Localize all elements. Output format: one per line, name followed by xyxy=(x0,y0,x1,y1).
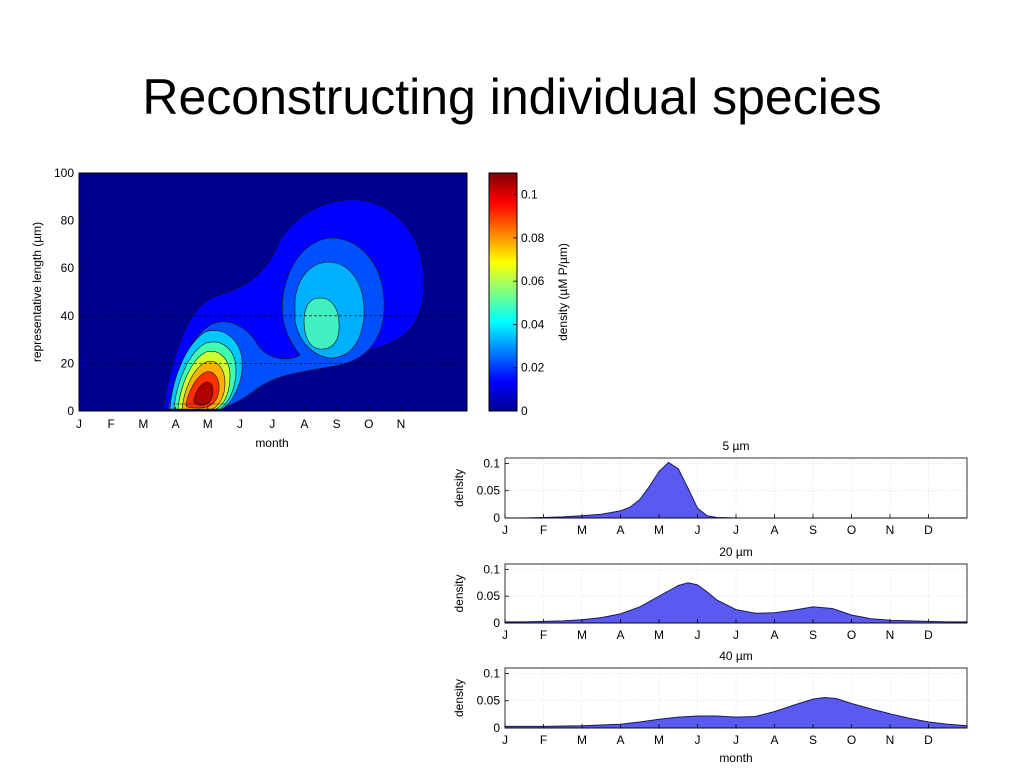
panel-y-tick-label: 0.05 xyxy=(477,589,501,603)
panel-x-tick-label: A xyxy=(770,733,778,747)
colorbar-ticks: 0 0.02 0.04 0.06 0.08 0.1 xyxy=(513,188,545,418)
panel-x-tick-label: D xyxy=(924,628,933,642)
panel-x-tick-label: A xyxy=(770,523,778,537)
panel-x-tick-label: A xyxy=(770,628,778,642)
panel-y-tick-label: 0 xyxy=(493,511,500,525)
heatmap-x-tick-label: J xyxy=(237,417,243,431)
panel-x-tick-label: M xyxy=(654,628,664,642)
heatmap-axes: J F M A M J J A S O N 0 20 40 60 80 100 xyxy=(54,166,467,431)
heatmap-x-tick-label: M xyxy=(138,417,148,431)
panel-x-tick-label: J xyxy=(502,523,508,537)
heatmap-y-tick-label: 80 xyxy=(61,214,75,228)
panel-y-tick-label: 0.05 xyxy=(477,694,501,708)
heatmap-chart: J F M A M J J A S O N 0 20 40 60 80 100 month representa… xyxy=(30,166,468,450)
panel-x-tick-label: S xyxy=(809,628,817,642)
panel-x-tick-label: M xyxy=(577,523,587,537)
panel-x-tick-label: J xyxy=(733,523,739,537)
panel-y-axis-label: density xyxy=(452,574,466,612)
panel-title: 5 µm xyxy=(723,439,750,453)
colorbar-tick-label: 0.04 xyxy=(521,317,545,331)
panel-x-tick-label: A xyxy=(616,523,624,537)
contour-level-4 xyxy=(303,297,340,350)
heatmap-x-tick-label: F xyxy=(108,417,115,431)
heatmap-y-tick-label: 0 xyxy=(67,404,74,418)
panel-x-tick-label: M xyxy=(654,523,664,537)
panel-y-axis-label: density xyxy=(452,679,466,717)
panel-x-tick-label: N xyxy=(886,628,895,642)
panel-y-tick-label: 0.1 xyxy=(483,456,500,470)
colorbar-tick-label: 0.1 xyxy=(521,188,538,202)
panel-y-tick-label: 0 xyxy=(493,616,500,630)
panel-x-tick-label: J xyxy=(695,628,701,642)
heatmap-y-tick-label: 20 xyxy=(61,356,75,370)
density-panel-5um: 0 0.05 0.1 J F M A M J J A S O N D 5 µm density xyxy=(452,439,968,537)
panel-x-tick-label: O xyxy=(847,628,856,642)
colorbar-tick-label: 0 xyxy=(521,404,528,418)
panel-x-tick-label: N xyxy=(886,733,895,747)
heatmap-x-tick-label: J xyxy=(76,417,82,431)
density-area xyxy=(504,582,968,624)
panel-x-tick-label: A xyxy=(616,733,624,747)
colorbar-tick-label: 0.06 xyxy=(521,274,545,288)
panel-y-tick-label: 0.1 xyxy=(483,562,500,576)
panel-x-tick-label: S xyxy=(809,733,817,747)
heatmap-x-tick-label: M xyxy=(203,417,213,431)
panel-x-tick-label: F xyxy=(540,628,547,642)
density-area xyxy=(504,697,968,729)
heatmap-contours xyxy=(162,199,425,410)
panel-x-tick-label: D xyxy=(924,733,933,747)
panel-x-tick-label: A xyxy=(616,628,624,642)
heatmap-x-tick-label: S xyxy=(333,417,341,431)
heatmap-y-axis-label: representative length (µm) xyxy=(30,222,44,362)
panel-x-tick-label: J xyxy=(695,523,701,537)
panel-x-tick-label: J xyxy=(502,628,508,642)
panel-x-tick-label: J xyxy=(733,628,739,642)
heatmap-x-tick-label: A xyxy=(300,417,308,431)
panel-x-tick-label: J xyxy=(502,733,508,747)
panel-x-tick-label: J xyxy=(733,733,739,747)
heatmap-x-tick-label: J xyxy=(269,417,275,431)
colorbar: 0 0.02 0.04 0.06 0.08 0.1 density (µM P/µm) xyxy=(488,172,570,418)
panel-x-tick-label: M xyxy=(577,733,587,747)
panel-x-tick-label: F xyxy=(540,733,547,747)
panel-x-tick-label: O xyxy=(847,523,856,537)
panel-x-tick-label: M xyxy=(654,733,664,747)
panel-y-tick-label: 0.1 xyxy=(483,666,500,680)
panel-x-tick-label: N xyxy=(886,523,895,537)
panel-title: 40 µm xyxy=(719,649,753,663)
colorbar-label: density (µM P/µm) xyxy=(556,243,570,341)
density-panel-40um: 0 0.05 0.1 J F M A M J J A S O N D 40 µm density month xyxy=(452,649,968,765)
panel-y-axis-label: density xyxy=(452,469,466,507)
heatmap-x-tick-label: N xyxy=(397,417,406,431)
panel-x-axis-label: month xyxy=(719,751,752,765)
heatmap-x-tick-label: O xyxy=(364,417,373,431)
heatmap-x-tick-label: A xyxy=(172,417,180,431)
heatmap-y-tick-label: 100 xyxy=(54,166,74,180)
panel-x-tick-label: D xyxy=(924,523,933,537)
panel-y-tick-label: 0.05 xyxy=(477,484,501,498)
slide-title: Reconstructing individual species xyxy=(142,69,882,125)
density-panel-20um: 0 0.05 0.1 J F M A M J J A S O N D 20 µm density xyxy=(452,545,968,642)
heatmap-y-tick-label: 40 xyxy=(61,309,75,323)
panel-x-tick-label: S xyxy=(809,523,817,537)
panel-x-tick-label: J xyxy=(695,733,701,747)
heatmap-frame xyxy=(78,172,468,412)
panel-title: 20 µm xyxy=(719,545,753,559)
heatmap-x-axis-label: month xyxy=(255,436,288,450)
colorbar-gradient xyxy=(488,172,518,412)
panel-x-tick-label: F xyxy=(540,523,547,537)
colorbar-tick-label: 0.02 xyxy=(521,361,545,375)
panel-x-tick-label: M xyxy=(577,628,587,642)
colorbar-tick-label: 0.08 xyxy=(521,231,545,245)
panel-y-tick-label: 0 xyxy=(493,721,500,735)
heatmap-y-tick-label: 60 xyxy=(61,261,75,275)
panel-x-tick-label: O xyxy=(847,733,856,747)
